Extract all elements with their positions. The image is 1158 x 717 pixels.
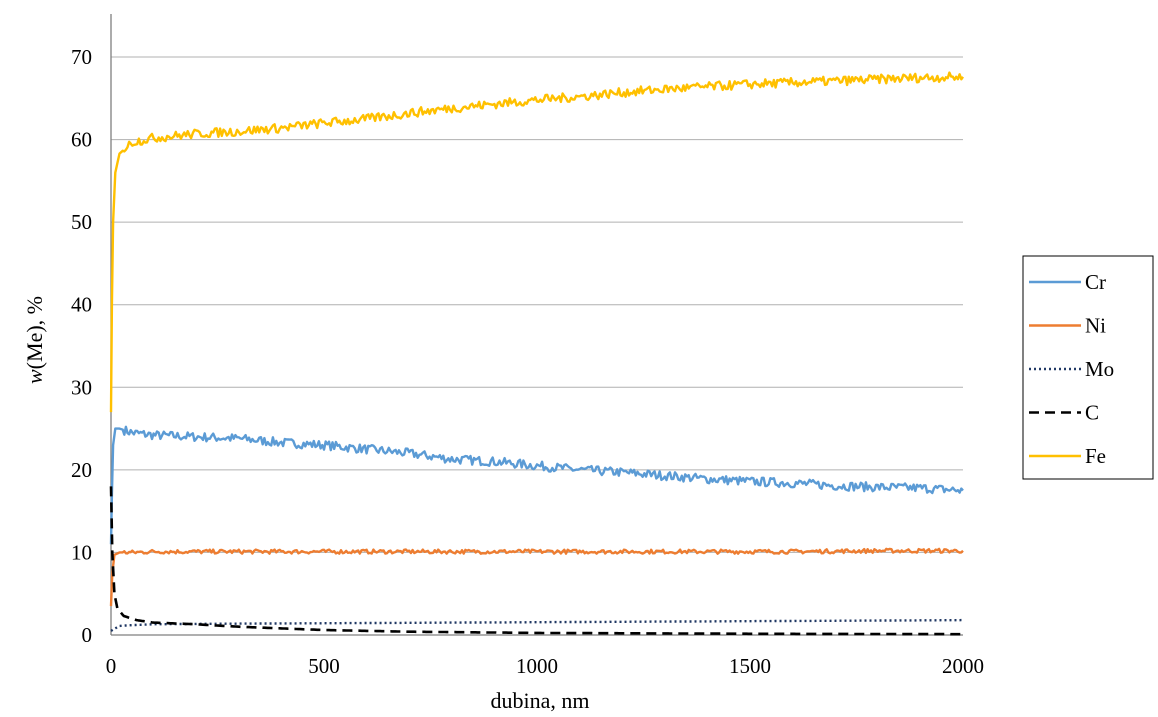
x-tick-label-2000: 2000 (942, 654, 984, 678)
series-lines (109, 71, 964, 636)
legend-label-fe: Fe (1085, 444, 1106, 468)
legend-label-cr: Cr (1085, 270, 1106, 294)
y-axis-title-italic: w (22, 369, 47, 384)
axes (110, 14, 963, 636)
tick-labels: 0 10 20 30 40 50 60 70 0 500 1000 1500 2000 (71, 45, 984, 678)
series-line-c (109, 486, 963, 636)
y-axis-title-rest: (Me), % (22, 296, 47, 369)
x-axis-title: dubina, nm (491, 688, 590, 713)
y-tick-label-50: 50 (71, 210, 92, 234)
y-tick-label-30: 30 (71, 375, 92, 399)
x-tick-label-0: 0 (106, 654, 117, 678)
series-line-fe (109, 71, 964, 413)
y-tick-label-60: 60 (71, 128, 92, 152)
legend-label-ni: Ni (1085, 314, 1106, 338)
y-tick-label-40: 40 (71, 293, 92, 317)
y-tick-label-70: 70 (71, 45, 92, 69)
series-line-ni (109, 547, 964, 607)
series-line-mo (110, 618, 963, 632)
grid-lines (111, 56, 963, 553)
legend-label-c: C (1085, 401, 1099, 425)
y-tick-label-0: 0 (82, 623, 93, 647)
x-tick-label-1000: 1000 (516, 654, 558, 678)
y-axis-title: w(Me), % (22, 296, 47, 384)
legend-label-mo: Mo (1085, 357, 1114, 381)
legend-box (1022, 255, 1154, 480)
x-tick-label-500: 500 (308, 654, 340, 678)
x-tick-label-1500: 1500 (729, 654, 771, 678)
legend: Cr Ni Mo C Fe (1022, 255, 1154, 480)
series-line-cr (109, 425, 964, 545)
y-tick-label-10: 10 (71, 540, 92, 564)
y-tick-label-20: 20 (71, 458, 92, 482)
